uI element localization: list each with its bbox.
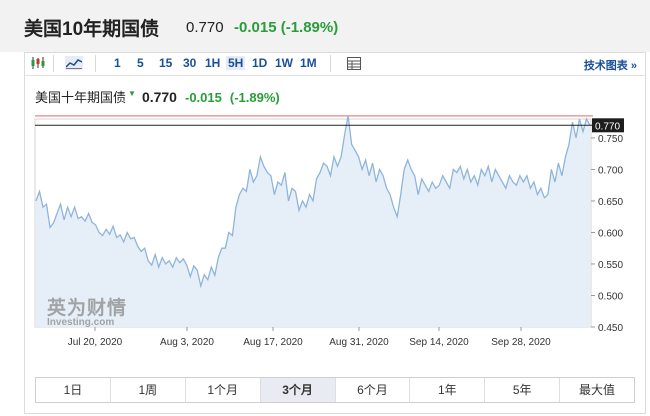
x-tick-label: Sep 14, 2020 [409,337,469,348]
interval-1m[interactable]: 1M [300,56,317,70]
y-tick-label: 0.500 [598,291,623,302]
chart-toolbar: 1 5 15 30 1H 5H 1D 1W 1M 技术图表 » [25,53,645,76]
range-tab-0[interactable]: 1日 [36,378,111,402]
range-tab-6[interactable]: 5年 [485,378,561,402]
toolbar-divider [53,55,54,72]
watermark-logo-en: Investing.com [47,317,115,328]
y-tick-label: 0.750 [598,134,623,145]
chart-panel: 1 5 15 30 1H 5H 1D 1W 1M 技术图表 » 美国十年期国债 ▼… [24,52,646,414]
area-chart-icon[interactable] [65,56,83,70]
down-arrow-icon: ▼ [128,89,136,98]
chart-legend: 美国十年期国债 ▼ 0.770 -0.015 (-1.89%) [35,87,280,106]
interval-5h[interactable]: 5H [226,56,246,70]
price-chart[interactable]: 0.450 0.500 0.550 0.600 0.650 0.700 0.750 0.770… [25,53,645,353]
x-tick-label: Aug 3, 2020 [160,337,214,348]
x-tick-label: Aug 17, 2020 [243,337,303,348]
range-tab-5[interactable]: 1年 [410,378,486,402]
legend-change-pct: (-1.89%) [229,90,280,105]
range-tab-4[interactable]: 6个月 [335,378,411,402]
y-tick-label: 0.650 [598,197,623,208]
technical-chart-link[interactable]: 技术图表 » [583,60,637,72]
table-icon[interactable] [345,56,363,70]
interval-30[interactable]: 30 [183,56,197,70]
range-tab-3[interactable]: 3个月 [260,378,336,402]
interval-1h[interactable]: 1H [205,56,221,70]
quote-header: 美国10年期国债 0.770 -0.015 (-1.89%) [0,0,650,52]
y-tick-label: 0.700 [598,165,623,176]
instrument-title: 美国10年期国债 [24,19,160,40]
watermark-logo-cn: 英为财情 [47,298,128,319]
legend-price: 0.770 [141,89,177,105]
header-price: 0.770 [186,19,224,36]
last-value-box [592,118,624,133]
x-tick-label: Sep 28, 2020 [491,337,551,348]
y-tick-label: 0.550 [598,260,623,271]
interval-15[interactable]: 15 [159,56,173,70]
toolbar-divider [95,55,96,72]
range-tabs: 1日 1周 1个月 3个月 6个月 1年 5年 最大值 [35,377,635,403]
y-tick-label: 0.450 [598,323,623,334]
header-change: -0.015 (-1.89%) [234,19,339,36]
y-tick-label: 0.600 [598,228,623,239]
toolbar-divider [330,55,331,72]
series-area [36,115,590,327]
legend-name: 美国十年期国债 [35,90,127,105]
series-line [35,115,591,289]
range-tab-1[interactable]: 1周 [110,378,186,402]
interval-1w[interactable]: 1W [275,56,293,70]
interval-1d[interactable]: 1D [252,56,268,70]
interval-5[interactable]: 5 [137,56,144,70]
x-tick-label: Jul 20, 2020 [68,337,123,348]
investing-watermark: 英为财情 Investing.com [47,293,127,328]
x-tick-label: Aug 31, 2020 [329,337,389,348]
legend-change: -0.015 [184,90,222,105]
candlestick-icon[interactable] [29,56,47,70]
range-tab-2[interactable]: 1个月 [185,378,261,402]
last-value-label: 0.770 [595,121,620,132]
range-tab-7[interactable]: 最大值 [560,378,634,402]
interval-1[interactable]: 1 [114,56,121,70]
